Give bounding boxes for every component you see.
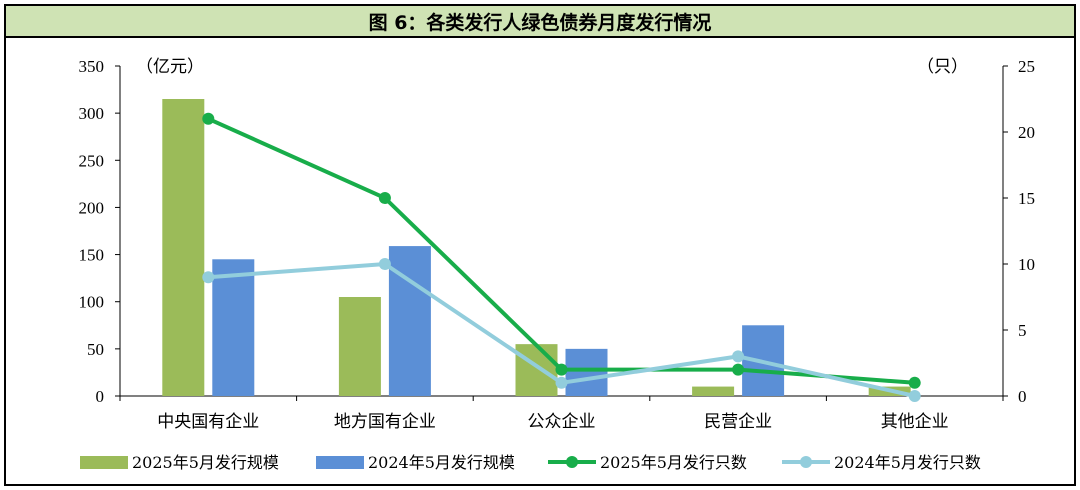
right-tick-label: 25 — [1018, 57, 1035, 76]
bars — [162, 99, 911, 396]
category-label: 公众企业 — [528, 412, 596, 432]
right-axis-unit: （只） — [917, 57, 968, 77]
bar-2025 — [515, 344, 558, 396]
legend: 2025年5月发行规模 2024年5月发行规模 2025年5月发行只数 2024年5月… — [80, 453, 981, 472]
line-2025 — [207, 116, 915, 385]
left-tick-label: 300 — [79, 104, 105, 123]
legend-marker-3 — [800, 456, 812, 468]
category-label: 其他企业 — [881, 412, 949, 432]
bar-2025 — [162, 99, 205, 396]
left-tick-label: 100 — [79, 293, 105, 312]
point-2024 — [202, 271, 215, 284]
right-tick-label: 10 — [1018, 255, 1035, 274]
bar-2024 — [212, 259, 255, 396]
point-2024 — [732, 350, 745, 363]
point-2025 — [378, 192, 391, 204]
left-tick-label: 150 — [79, 246, 105, 265]
bar-2025 — [338, 297, 381, 396]
point-2025 — [202, 112, 215, 125]
axes: 0 50 100 150 200 250 300 350 0 5 10 15 20 25 中央国有企业 地方国… — [79, 57, 1036, 432]
right-tick-label: 20 — [1018, 123, 1035, 142]
point-2025 — [732, 363, 745, 376]
point-2024 — [555, 376, 568, 389]
legend-label-1: 2024年5月发行规模 — [368, 453, 515, 472]
category-label: 中央国有企业 — [157, 412, 259, 432]
category-label: 民营企业 — [704, 412, 772, 432]
bar-2024 — [565, 348, 608, 396]
left-tick-label: 50 — [87, 340, 104, 359]
category-label: 地方国有企业 — [334, 412, 436, 432]
left-tick-label: 350 — [79, 57, 105, 76]
left-axis-unit: （亿元） — [136, 57, 204, 77]
legend-swatch-0 — [80, 456, 128, 469]
legend-label-2: 2025年5月发行只数 — [600, 453, 747, 472]
right-tick-label: 15 — [1018, 189, 1035, 208]
point-2025 — [908, 376, 921, 389]
bar-2025 — [692, 386, 735, 396]
chart-title: 图 6：各类发行人绿色债券月度发行情况 — [368, 11, 712, 34]
legend-swatch-1 — [316, 456, 364, 469]
point-2024 — [908, 390, 921, 402]
left-tick-label: 200 — [79, 198, 105, 217]
point-2024 — [378, 258, 391, 270]
left-tick-label: 250 — [79, 151, 105, 170]
lines — [202, 112, 921, 402]
legend-label-0: 2025年5月发行规模 — [132, 453, 279, 472]
right-tick-label: 5 — [1018, 321, 1027, 340]
legend-label-3: 2024年5月发行只数 — [834, 453, 981, 472]
right-tick-label: 0 — [1018, 387, 1027, 406]
title-bar: 图 6：各类发行人绿色债券月度发行情况 — [6, 6, 1074, 38]
left-tick-label: 0 — [96, 387, 105, 406]
point-2025 — [555, 363, 568, 376]
legend-marker-2 — [566, 456, 578, 468]
